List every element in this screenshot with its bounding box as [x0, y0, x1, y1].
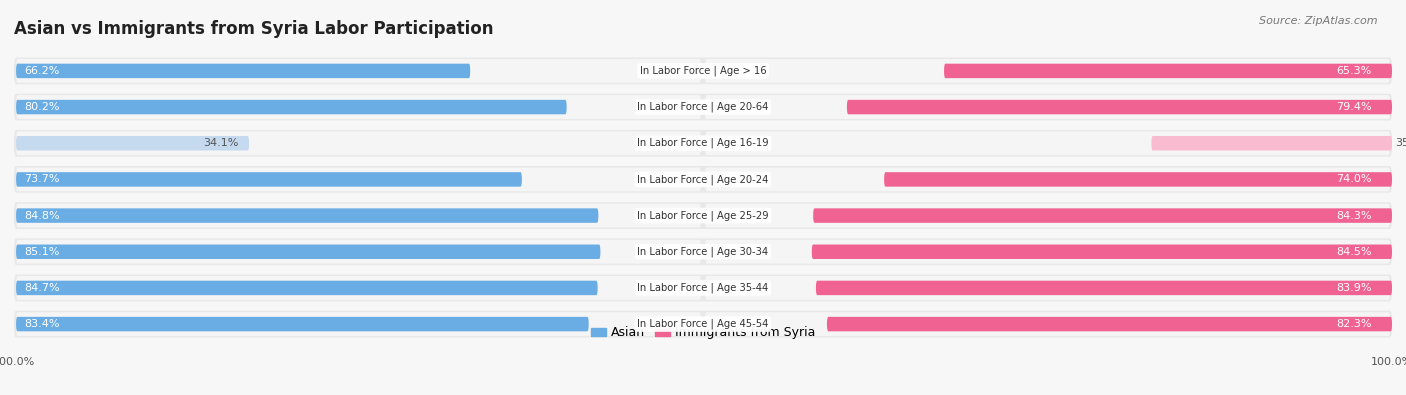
- FancyBboxPatch shape: [15, 276, 702, 300]
- FancyBboxPatch shape: [704, 240, 1391, 264]
- Text: 79.4%: 79.4%: [1336, 102, 1371, 112]
- Text: 84.8%: 84.8%: [24, 211, 60, 220]
- Text: In Labor Force | Age 20-24: In Labor Force | Age 20-24: [637, 174, 769, 185]
- FancyBboxPatch shape: [15, 167, 702, 191]
- FancyBboxPatch shape: [813, 208, 1392, 223]
- FancyBboxPatch shape: [704, 276, 1391, 300]
- Text: 73.7%: 73.7%: [24, 175, 60, 184]
- Text: 80.2%: 80.2%: [24, 102, 60, 112]
- Text: 82.3%: 82.3%: [1336, 319, 1371, 329]
- FancyBboxPatch shape: [15, 208, 599, 223]
- FancyBboxPatch shape: [15, 100, 567, 114]
- FancyBboxPatch shape: [14, 130, 1392, 157]
- FancyBboxPatch shape: [14, 311, 1392, 337]
- Text: In Labor Force | Age 45-54: In Labor Force | Age 45-54: [637, 319, 769, 329]
- Text: 65.3%: 65.3%: [1336, 66, 1371, 76]
- Text: In Labor Force | Age 25-29: In Labor Force | Age 25-29: [637, 210, 769, 221]
- FancyBboxPatch shape: [14, 166, 1392, 193]
- FancyBboxPatch shape: [827, 317, 1392, 331]
- FancyBboxPatch shape: [14, 275, 1392, 301]
- FancyBboxPatch shape: [704, 204, 1391, 228]
- Text: 83.9%: 83.9%: [1336, 283, 1371, 293]
- FancyBboxPatch shape: [704, 312, 1391, 336]
- Text: 84.5%: 84.5%: [1336, 247, 1371, 257]
- FancyBboxPatch shape: [15, 317, 589, 331]
- FancyBboxPatch shape: [15, 312, 702, 336]
- FancyBboxPatch shape: [15, 245, 600, 259]
- FancyBboxPatch shape: [15, 131, 702, 155]
- Text: In Labor Force | Age 16-19: In Labor Force | Age 16-19: [637, 138, 769, 149]
- FancyBboxPatch shape: [884, 172, 1392, 187]
- FancyBboxPatch shape: [14, 94, 1392, 120]
- FancyBboxPatch shape: [15, 136, 249, 150]
- FancyBboxPatch shape: [14, 202, 1392, 229]
- FancyBboxPatch shape: [15, 59, 702, 83]
- FancyBboxPatch shape: [811, 245, 1392, 259]
- FancyBboxPatch shape: [943, 64, 1392, 78]
- FancyBboxPatch shape: [1152, 136, 1392, 150]
- Text: 83.4%: 83.4%: [24, 319, 60, 329]
- FancyBboxPatch shape: [704, 59, 1391, 83]
- FancyBboxPatch shape: [846, 100, 1392, 114]
- Text: 85.1%: 85.1%: [24, 247, 60, 257]
- Text: In Labor Force | Age 30-34: In Labor Force | Age 30-34: [637, 246, 769, 257]
- Text: Asian vs Immigrants from Syria Labor Participation: Asian vs Immigrants from Syria Labor Par…: [14, 19, 494, 38]
- Text: In Labor Force | Age 35-44: In Labor Force | Age 35-44: [637, 283, 769, 293]
- FancyBboxPatch shape: [15, 172, 522, 187]
- Text: 66.2%: 66.2%: [24, 66, 60, 76]
- Text: In Labor Force | Age 20-64: In Labor Force | Age 20-64: [637, 102, 769, 112]
- FancyBboxPatch shape: [15, 281, 598, 295]
- FancyBboxPatch shape: [15, 95, 702, 119]
- FancyBboxPatch shape: [815, 281, 1392, 295]
- Text: In Labor Force | Age > 16: In Labor Force | Age > 16: [640, 66, 766, 76]
- FancyBboxPatch shape: [704, 131, 1391, 155]
- FancyBboxPatch shape: [704, 95, 1391, 119]
- Text: 34.1%: 34.1%: [204, 138, 239, 148]
- Text: 84.7%: 84.7%: [24, 283, 60, 293]
- FancyBboxPatch shape: [15, 240, 702, 264]
- FancyBboxPatch shape: [15, 204, 702, 228]
- FancyBboxPatch shape: [704, 167, 1391, 191]
- Text: 84.3%: 84.3%: [1336, 211, 1371, 220]
- Text: 35.2%: 35.2%: [1395, 138, 1406, 148]
- FancyBboxPatch shape: [14, 238, 1392, 265]
- Text: 74.0%: 74.0%: [1336, 175, 1371, 184]
- FancyBboxPatch shape: [14, 58, 1392, 84]
- Legend: Asian, Immigrants from Syria: Asian, Immigrants from Syria: [586, 322, 820, 344]
- FancyBboxPatch shape: [15, 64, 470, 78]
- Text: Source: ZipAtlas.com: Source: ZipAtlas.com: [1260, 16, 1378, 26]
